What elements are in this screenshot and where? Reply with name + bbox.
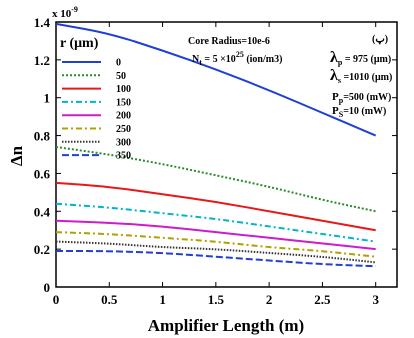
series-line-r-350 bbox=[56, 250, 376, 268]
series-line-r-200 bbox=[55, 219, 376, 251]
x-tick-label: 2.5 bbox=[314, 292, 331, 307]
y-tick-label: 1.4 bbox=[34, 15, 51, 30]
y-tick-label: 0.6 bbox=[34, 166, 51, 181]
annotation-core-radius: Core Radius=10e-6 bbox=[188, 36, 270, 47]
legend-label-r-100: 100 bbox=[116, 84, 131, 95]
legend-title: r (μm) bbox=[60, 36, 99, 51]
annotation-nt: Nt = 5 ×1025 (ion/m3) bbox=[192, 50, 282, 67]
y-tick-label: 1 bbox=[44, 91, 51, 106]
legend-label-r-350: 350 bbox=[116, 151, 131, 162]
y-tick-label: 0 bbox=[44, 280, 51, 295]
series-lines bbox=[55, 22, 377, 268]
series-line-r-250 bbox=[55, 231, 376, 258]
y-multiplier: x 10-9 bbox=[52, 5, 78, 20]
annotation-pp: Pp=500 (mW) bbox=[332, 91, 391, 105]
y-axis-label: Δn bbox=[7, 145, 26, 166]
x-tick-label: 1.5 bbox=[208, 292, 225, 307]
axis-ticks: 0 0.5 1 1.5 2 2.5 3 0 0.2 0.4 0.6 0.8 1 1.2 1.4 bbox=[34, 15, 397, 307]
x-tick-label: 0.5 bbox=[101, 292, 118, 307]
legend-label-r-300: 300 bbox=[116, 137, 131, 148]
annotation-ps: PS=10 (mW) bbox=[332, 105, 386, 119]
x-tick-label: 2 bbox=[266, 292, 273, 307]
annotation-lambda-p: λp = 975 (μm) bbox=[330, 49, 391, 67]
y-tick-label: 1.2 bbox=[34, 53, 50, 68]
y-tick-label: 0.2 bbox=[34, 242, 50, 257]
series-line-r-150 bbox=[55, 202, 376, 243]
x-axis-label: Amplifier Length (m) bbox=[148, 316, 304, 335]
y-tick-label: 0.8 bbox=[34, 129, 51, 144]
annotations: Core Radius=10e-6 Nt = 5 ×1025 (ion/m3) … bbox=[188, 34, 392, 119]
annotation-lambda-s: λs =1010 (μm) bbox=[330, 67, 392, 85]
x-tick-label: 1 bbox=[159, 292, 166, 307]
legend-label-r-150: 150 bbox=[116, 97, 131, 108]
legend: r (μm) 0 50 100 150 200 250 300 350 bbox=[60, 36, 131, 162]
annotation-panel-tag: (پ) bbox=[372, 34, 388, 45]
y-tick-label: 0.4 bbox=[34, 204, 51, 219]
x-tick-label: 3 bbox=[372, 292, 379, 307]
series-line-r-50 bbox=[55, 145, 376, 213]
legend-label-r-200: 200 bbox=[116, 111, 131, 122]
plot-area bbox=[55, 21, 398, 288]
x-tick-label: 0 bbox=[53, 292, 60, 307]
legend-label-r-50: 50 bbox=[116, 71, 126, 82]
legend-label-r-0: 0 bbox=[116, 58, 121, 69]
series-line-r-0 bbox=[55, 22, 377, 137]
series-line-r-100 bbox=[55, 181, 376, 232]
legend-label-r-250: 250 bbox=[116, 124, 131, 135]
series-line-r-300 bbox=[55, 240, 376, 264]
